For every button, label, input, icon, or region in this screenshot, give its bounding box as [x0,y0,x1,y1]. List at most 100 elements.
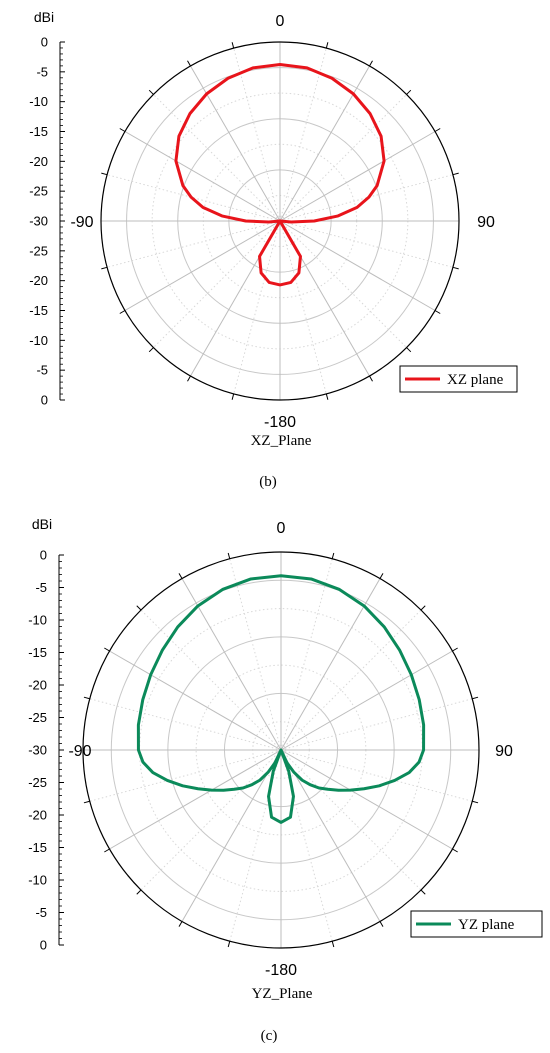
angle-label-top: 0 [277,520,286,537]
grid-spoke [124,131,281,222]
outer-tick [83,696,90,700]
outer-tick [227,552,231,559]
outer-tick [104,848,110,853]
outer-tick [83,800,90,804]
outer-tick [325,42,329,49]
unit-label: dBi [34,9,54,25]
outer-tick [472,696,479,700]
outer-tick [452,647,458,652]
outer-tick [104,647,110,652]
grid-spoke [233,47,281,222]
outer-tick [231,393,235,400]
radial-tick-label: -10 [29,333,48,348]
radial-tick-label: -15 [28,840,47,855]
panel-caption: (b) [259,474,277,490]
outer-tick [452,266,459,270]
polar-grid [100,41,460,401]
outer-tick [406,89,412,95]
radial-tick-label: 0 [40,938,47,953]
radial-tick-label: -15 [29,303,48,318]
grid-spoke [233,220,281,395]
radial-axis: 0 -5 -10 -15 -20 -25 -30 -25 -20 -15 -10 -5 0 dBi [29,9,65,408]
radial-tick-label: -30 [28,743,47,758]
grid-spoke [140,609,282,751]
grid-spoke [279,220,407,348]
outer-tick [331,941,335,948]
outer-tick [331,552,335,559]
series-line-0 [136,574,426,824]
grid-spoke [279,131,436,222]
radial-tick-label: -20 [28,678,47,693]
legend-label: YZ plane [458,917,515,933]
grid-spoke [109,749,282,850]
outer-tick [369,375,373,382]
radial-tick-label: -25 [29,184,48,199]
grid-spoke [181,749,282,922]
grid-spoke [280,558,333,751]
outer-tick [231,42,235,49]
outer-tick [379,921,384,927]
radial-tick-label: -10 [28,613,47,628]
radial-tick-label: 0 [41,35,48,50]
grid-spoke [280,650,453,751]
grid-spoke [89,749,282,802]
outer-tick [379,573,384,579]
grid-spoke [153,220,281,348]
radial-tick-label: -25 [28,710,47,725]
grid-spoke [279,220,327,395]
grid-spoke [280,578,381,751]
radial-tick-label: -15 [28,645,47,660]
outer-tick [119,128,126,132]
outer-circle [100,41,460,401]
legend: XZ plane [399,365,518,393]
outer-tick [434,128,441,132]
grid-spoke [140,749,282,891]
radial-tick-label: -5 [36,363,48,378]
outer-tick [420,889,426,895]
outer-tick [178,921,183,927]
outer-tick [434,310,441,314]
radial-tick-label: -10 [28,873,47,888]
radial-tick-label: -20 [29,273,48,288]
angle-label-top: 0 [276,13,285,30]
radial-tick-label: -10 [29,94,48,109]
outer-tick [148,89,154,95]
radial-tick-label: 0 [40,548,47,563]
radial-tick-label: -15 [29,124,48,139]
outer-tick [227,941,231,948]
radial-tick-label: -20 [28,808,47,823]
radial-tick-label: -5 [36,64,48,79]
grid-spoke [280,749,422,891]
outer-tick [452,172,459,176]
outer-tick [406,347,412,353]
radial-tick-label: -30 [29,214,48,229]
grid-spoke [280,698,473,751]
grid-spoke [280,749,453,850]
radial-tick-label: -5 [35,905,47,920]
grid-spoke [190,65,281,222]
grid-spoke [279,220,436,311]
outer-tick [452,848,458,853]
outer-tick [187,375,191,382]
outer-tick [136,605,142,611]
angle-label-left: -90 [70,214,93,231]
polar-chart-xz: 0 -5 -10 -15 -20 -25 -30 -25 -20 -15 -10 -5 0 dBi 0 -90… [29,9,518,490]
outer-tick [148,347,154,353]
panel-caption: (c) [261,1028,278,1044]
grid-spoke [109,650,282,751]
outer-tick [136,889,142,895]
grid-spoke [124,220,281,311]
x-axis-label: XZ_Plane [251,433,312,449]
grid-spoke [280,749,381,922]
angle-label-left: -90 [68,743,91,760]
series-line-0 [174,63,386,287]
radial-tick-label: -20 [29,154,48,169]
angle-label-right: 90 [477,214,495,231]
outer-tick [187,60,191,67]
grid-spoke [153,94,281,222]
grid-spoke [279,94,407,222]
outer-tick [325,393,329,400]
radial-tick-label: -5 [35,580,47,595]
grid-spoke [280,609,422,751]
grid-spoke [279,47,327,222]
